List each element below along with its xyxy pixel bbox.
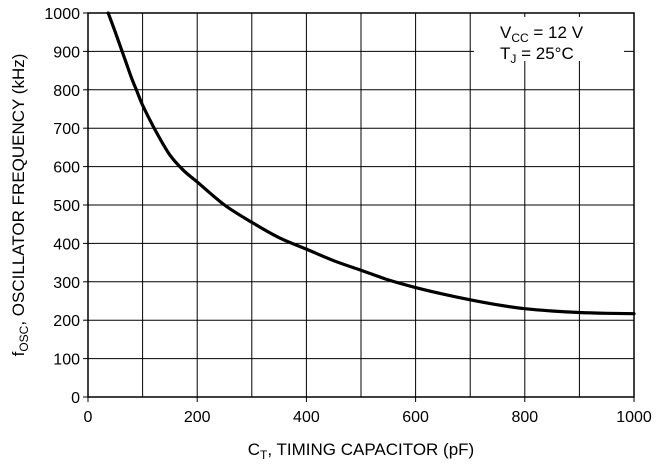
legend-box xyxy=(474,17,624,61)
grid xyxy=(88,13,634,397)
y-tick-label: 800 xyxy=(53,83,80,100)
y-tick-label: 900 xyxy=(53,44,80,61)
y-tick-label: 700 xyxy=(53,121,80,138)
legend-vcc: VCC = 12 V xyxy=(500,23,584,45)
legend: VCC = 12 V TJ = 25°C xyxy=(474,17,624,66)
x-tick-label: 200 xyxy=(184,409,211,426)
y-tick-label: 1000 xyxy=(44,6,80,23)
x-tick-label: 800 xyxy=(511,409,538,426)
legend-tj: TJ = 25°C xyxy=(500,44,574,66)
y-axis-title: fOSC, OSCILLATOR FREQUENCY (kHz) xyxy=(9,54,31,357)
y-tick-label: 500 xyxy=(53,198,80,215)
y-tick-label: 300 xyxy=(53,275,80,292)
x-tick-label: 600 xyxy=(402,409,429,426)
y-tick-label: 600 xyxy=(53,160,80,177)
curve-layer xyxy=(106,11,636,316)
y-tick-label: 400 xyxy=(53,236,80,253)
x-tick-label: 400 xyxy=(293,409,320,426)
y-tick-label: 100 xyxy=(53,352,80,369)
y-tick-label: 0 xyxy=(71,390,80,407)
x-tick-label: 1000 xyxy=(616,409,652,426)
x-axis-title: CT, TIMING CAPACITOR (pF) xyxy=(248,440,474,462)
x-tick-label: 0 xyxy=(84,409,93,426)
frequency-curve xyxy=(106,11,636,316)
y-tick-label: 200 xyxy=(53,313,80,330)
tick-labels: 0 200 400 600 800 1000 0 100 200 300 400 500 600 700 8… xyxy=(44,6,651,426)
